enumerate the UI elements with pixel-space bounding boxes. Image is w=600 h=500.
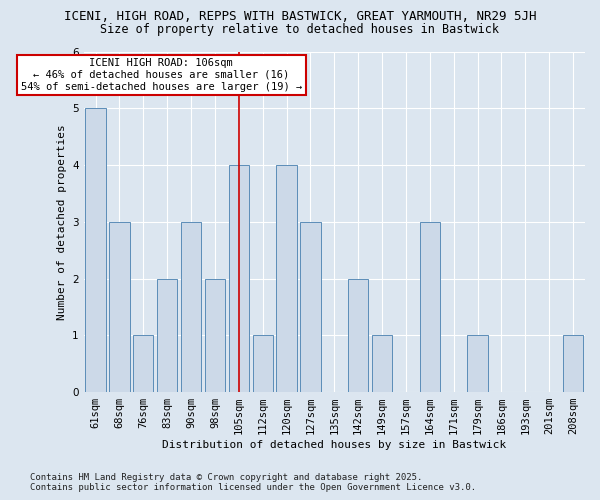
Bar: [467, 336, 488, 392]
Text: ICENI, HIGH ROAD, REPPS WITH BASTWICK, GREAT YARMOUTH, NR29 5JH: ICENI, HIGH ROAD, REPPS WITH BASTWICK, G…: [64, 10, 536, 23]
Text: Size of property relative to detached houses in Bastwick: Size of property relative to detached ho…: [101, 22, 499, 36]
Bar: [85, 108, 106, 392]
Y-axis label: Number of detached properties: Number of detached properties: [56, 124, 67, 320]
Bar: [181, 222, 201, 392]
Text: Contains HM Land Registry data © Crown copyright and database right 2025.
Contai: Contains HM Land Registry data © Crown c…: [30, 473, 476, 492]
Bar: [229, 165, 249, 392]
Bar: [301, 222, 320, 392]
Bar: [277, 165, 297, 392]
Bar: [205, 278, 225, 392]
Bar: [157, 278, 178, 392]
Text: ICENI HIGH ROAD: 106sqm
← 46% of detached houses are smaller (16)
54% of semi-de: ICENI HIGH ROAD: 106sqm ← 46% of detache…: [20, 58, 302, 92]
X-axis label: Distribution of detached houses by size in Bastwick: Distribution of detached houses by size …: [162, 440, 506, 450]
Bar: [133, 336, 154, 392]
Bar: [253, 336, 273, 392]
Bar: [348, 278, 368, 392]
Bar: [563, 336, 583, 392]
Bar: [419, 222, 440, 392]
Bar: [109, 222, 130, 392]
Bar: [372, 336, 392, 392]
